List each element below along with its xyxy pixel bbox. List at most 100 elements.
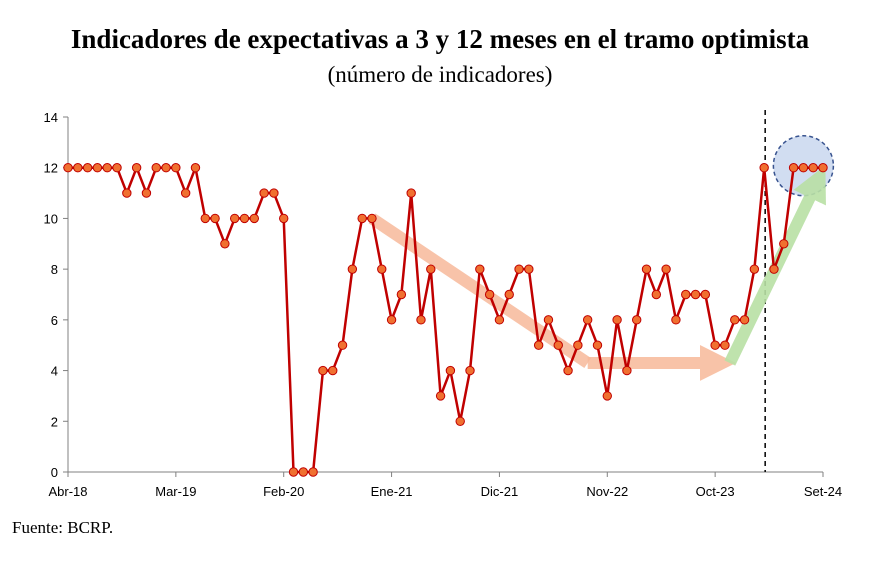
data-point bbox=[641, 264, 652, 274]
data-point bbox=[161, 163, 171, 173]
data-point bbox=[632, 315, 642, 325]
data-point bbox=[122, 188, 132, 198]
data-point bbox=[818, 163, 828, 173]
data-point bbox=[798, 163, 809, 173]
data-point bbox=[524, 264, 534, 274]
data-point bbox=[681, 289, 691, 300]
data-point bbox=[200, 213, 210, 224]
y-tick-label: 10 bbox=[44, 211, 58, 226]
data-point bbox=[730, 315, 740, 325]
data-point bbox=[514, 264, 524, 274]
data-point bbox=[318, 365, 328, 376]
chart-subtitle: (número de indicadores) bbox=[327, 62, 553, 87]
data-point bbox=[582, 315, 593, 325]
x-tick-label: Dic-21 bbox=[481, 484, 519, 499]
data-point bbox=[239, 213, 250, 224]
data-point bbox=[779, 239, 789, 249]
data-point bbox=[229, 213, 240, 224]
data-point bbox=[73, 163, 83, 173]
data-point bbox=[690, 289, 701, 300]
data-point bbox=[465, 365, 475, 376]
data-point bbox=[426, 264, 436, 274]
data-point bbox=[63, 163, 73, 173]
data-point bbox=[190, 163, 201, 173]
source-note: Fuente: BCRP. bbox=[12, 518, 114, 537]
y-tick-label: 12 bbox=[44, 161, 58, 176]
data-point bbox=[661, 264, 671, 274]
data-point bbox=[671, 315, 681, 325]
data-point bbox=[808, 163, 818, 173]
data-point bbox=[210, 213, 220, 224]
data-point bbox=[573, 340, 583, 350]
x-tick-label: Mar-19 bbox=[155, 484, 196, 499]
data-point bbox=[788, 163, 799, 173]
data-point bbox=[543, 315, 554, 325]
data-point bbox=[308, 467, 318, 477]
data-point bbox=[710, 340, 720, 350]
data-point bbox=[337, 340, 348, 350]
data-point bbox=[445, 365, 456, 376]
data-point bbox=[435, 391, 446, 401]
data-point bbox=[171, 163, 181, 173]
data-point bbox=[269, 188, 279, 198]
data-point bbox=[288, 467, 299, 477]
data-point bbox=[298, 467, 309, 477]
data-point bbox=[720, 340, 730, 350]
data-point bbox=[769, 264, 779, 274]
data-point bbox=[553, 340, 563, 350]
data-point bbox=[347, 264, 358, 274]
data-point bbox=[367, 213, 377, 224]
data-point bbox=[484, 289, 495, 300]
data-point bbox=[386, 315, 397, 325]
data-point bbox=[92, 163, 103, 173]
x-tick-label: Feb-20 bbox=[263, 484, 304, 499]
data-point bbox=[455, 416, 465, 426]
data-point bbox=[180, 188, 191, 198]
y-tick-label: 8 bbox=[51, 262, 58, 277]
y-tick-label: 6 bbox=[51, 313, 58, 328]
data-point bbox=[592, 340, 603, 350]
data-point bbox=[494, 315, 505, 325]
y-tick-label: 4 bbox=[51, 364, 58, 379]
data-point bbox=[328, 365, 338, 376]
data-point bbox=[759, 163, 769, 173]
trend-arrow-down bbox=[368, 213, 592, 368]
data-point bbox=[141, 188, 152, 198]
data-point bbox=[406, 188, 416, 198]
data-point bbox=[504, 289, 514, 300]
data-point bbox=[533, 340, 544, 350]
data-point bbox=[112, 163, 122, 173]
series-line bbox=[68, 166, 823, 474]
data-point bbox=[563, 365, 573, 376]
data-point bbox=[279, 213, 289, 224]
x-tick-label: Oct-23 bbox=[696, 484, 735, 499]
data-point bbox=[475, 264, 485, 274]
data-point bbox=[749, 264, 760, 274]
x-tick-label: Abr-18 bbox=[48, 484, 87, 499]
data-point bbox=[651, 289, 662, 300]
y-tick-label: 2 bbox=[51, 414, 58, 429]
x-tick-label: Nov-22 bbox=[586, 484, 628, 499]
data-point bbox=[602, 391, 612, 401]
y-tick-label: 14 bbox=[44, 110, 58, 125]
x-tick-label: Set-24 bbox=[804, 484, 842, 499]
data-point bbox=[622, 365, 632, 376]
data-point bbox=[131, 163, 142, 173]
data-point bbox=[357, 213, 367, 224]
data-point bbox=[416, 315, 426, 325]
data-point bbox=[700, 289, 711, 300]
data-point bbox=[151, 163, 161, 173]
data-point bbox=[396, 289, 407, 300]
data-point bbox=[102, 163, 112, 173]
data-point bbox=[249, 213, 259, 224]
x-tick-label: Ene-21 bbox=[371, 484, 413, 499]
data-point bbox=[612, 315, 622, 325]
data-point bbox=[739, 315, 750, 325]
data-point bbox=[377, 264, 387, 274]
data-point bbox=[259, 188, 269, 198]
y-tick-label: 0 bbox=[51, 465, 58, 480]
chart-title: Indicadores de expectativas a 3 y 12 mes… bbox=[70, 24, 810, 54]
data-point bbox=[82, 163, 93, 173]
data-point bbox=[220, 239, 230, 249]
